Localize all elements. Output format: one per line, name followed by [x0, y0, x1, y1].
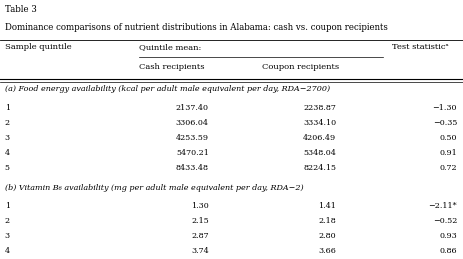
Text: −0.35: −0.35: [432, 119, 456, 127]
Text: 2.87: 2.87: [191, 232, 208, 240]
Text: Test statisticᵃ: Test statisticᵃ: [391, 43, 448, 51]
Text: 1: 1: [5, 202, 10, 210]
Text: 2137.40: 2137.40: [175, 104, 208, 112]
Text: (a) Food energy availability (kcal per adult male equivalent per day, RDA−2700): (a) Food energy availability (kcal per a…: [5, 85, 329, 93]
Text: 5470.21: 5470.21: [175, 149, 208, 157]
Text: Dominance comparisons of nutrient distributions in Alabama: cash vs. coupon reci: Dominance comparisons of nutrient distri…: [5, 23, 387, 32]
Text: 3306.04: 3306.04: [175, 119, 208, 127]
Text: 2: 2: [5, 119, 10, 127]
Text: 0.72: 0.72: [438, 164, 456, 172]
Text: 4206.49: 4206.49: [303, 134, 336, 142]
Text: 3.74: 3.74: [191, 247, 208, 255]
Text: 2.15: 2.15: [191, 217, 208, 225]
Text: 8224.15: 8224.15: [303, 164, 336, 172]
Text: −1.30: −1.30: [432, 104, 456, 112]
Text: Coupon recipients: Coupon recipients: [262, 63, 338, 71]
Text: 1.30: 1.30: [191, 202, 208, 210]
Text: 3334.10: 3334.10: [303, 119, 336, 127]
Text: 5: 5: [5, 164, 10, 172]
Text: 4253.59: 4253.59: [175, 134, 208, 142]
Text: −0.52: −0.52: [432, 217, 456, 225]
Text: Table 3: Table 3: [5, 5, 36, 14]
Text: −2.11*: −2.11*: [427, 202, 456, 210]
Text: 4: 4: [5, 149, 10, 157]
Text: 5348.04: 5348.04: [303, 149, 336, 157]
Text: 3.66: 3.66: [318, 247, 336, 255]
Text: 3: 3: [5, 134, 10, 142]
Text: Cash recipients: Cash recipients: [139, 63, 204, 71]
Text: 2: 2: [5, 217, 10, 225]
Text: (b) Vitamin B₆ availability (mg per adult male equivalent per day, RDA−2): (b) Vitamin B₆ availability (mg per adul…: [5, 184, 303, 192]
Text: 0.50: 0.50: [438, 134, 456, 142]
Text: 4: 4: [5, 247, 10, 255]
Text: 0.93: 0.93: [438, 232, 456, 240]
Text: 1: 1: [5, 104, 10, 112]
Text: 0.86: 0.86: [438, 247, 456, 255]
Text: 3: 3: [5, 232, 10, 240]
Text: 2.80: 2.80: [318, 232, 336, 240]
Text: 1.41: 1.41: [318, 202, 336, 210]
Text: 2238.87: 2238.87: [303, 104, 336, 112]
Text: 0.91: 0.91: [438, 149, 456, 157]
Text: Quintile mean:: Quintile mean:: [139, 43, 201, 51]
Text: 8433.48: 8433.48: [175, 164, 208, 172]
Text: 2.18: 2.18: [318, 217, 336, 225]
Text: Sample quintile: Sample quintile: [5, 43, 71, 51]
